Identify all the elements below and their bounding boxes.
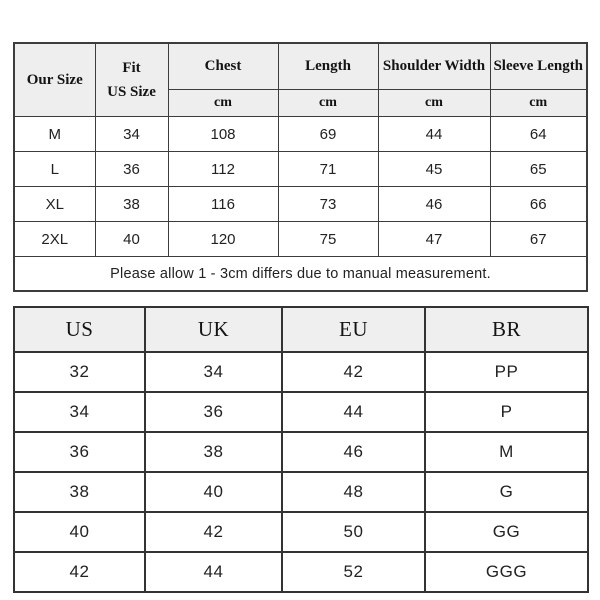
uk-cell: 44	[144, 551, 283, 593]
eu-cell: 42	[281, 351, 426, 393]
note-row: Please allow 1 - 3cm differs due to manu…	[13, 256, 588, 292]
table-row: XL 38 116 73 46 66	[13, 186, 588, 222]
size-cell: M	[13, 116, 96, 152]
fit-label: Fit	[122, 60, 141, 76]
us-cell: 38	[13, 471, 146, 513]
table-row: 32 34 42 PP	[13, 351, 589, 393]
sleeve-cell: 67	[489, 221, 588, 257]
length-unit: cm	[277, 89, 379, 117]
shoulder-cell: 44	[377, 116, 491, 152]
table-row: 36 38 46 M	[13, 431, 589, 473]
chest-header: Chest	[167, 42, 279, 90]
length-cell: 69	[277, 116, 379, 152]
table-row: 38 40 48 G	[13, 471, 589, 513]
uk-cell: 34	[144, 351, 283, 393]
fit-cell: 38	[94, 186, 169, 222]
sleeve-length-header: Sleeve Length	[489, 42, 588, 90]
shoulder-width-unit: cm	[377, 89, 491, 117]
table-row: 42 44 52 GGG	[13, 551, 589, 593]
sleeve-cell: 65	[489, 151, 588, 187]
eu-cell: 52	[281, 551, 426, 593]
us-cell: 36	[13, 431, 146, 473]
our-size-header: Our Size	[13, 42, 96, 117]
table-row: 40 42 50 GG	[13, 511, 589, 553]
br-cell: GG	[424, 511, 589, 553]
us-size-label: US Size	[107, 84, 156, 100]
uk-cell: 42	[144, 511, 283, 553]
size-cell: 2XL	[13, 221, 96, 257]
unit-row: cm cm cm cm	[14, 89, 588, 117]
fit-cell: 34	[94, 116, 169, 152]
us-column-header: US	[13, 306, 146, 353]
br-cell: P	[424, 391, 589, 433]
us-cell: 32	[13, 351, 146, 393]
sleeve-cell: 66	[489, 186, 588, 222]
size-cell: L	[13, 151, 96, 187]
shoulder-cell: 46	[377, 186, 491, 222]
eu-cell: 44	[281, 391, 426, 433]
table-row: 2XL 40 120 75 47 67	[13, 221, 588, 257]
chest-cell: 120	[167, 221, 279, 257]
sleeve-length-unit: cm	[489, 89, 588, 117]
uk-cell: 40	[144, 471, 283, 513]
us-cell: 34	[13, 391, 146, 433]
shoulder-width-header: Shoulder Width	[377, 42, 491, 90]
br-column-header: BR	[424, 306, 589, 353]
measurement-header-row: Our Size Fit US Size Chest Length Should…	[13, 42, 588, 117]
us-cell: 42	[13, 551, 146, 593]
table-row: 34 36 44 P	[13, 391, 589, 433]
fit-us-size-header: Fit US Size	[94, 42, 169, 117]
uk-column-header: UK	[144, 306, 283, 353]
table-row: L 36 112 71 45 65	[13, 151, 588, 187]
length-cell: 75	[277, 221, 379, 257]
eu-cell: 50	[281, 511, 426, 553]
fit-cell: 40	[94, 221, 169, 257]
sleeve-cell: 64	[489, 116, 588, 152]
shoulder-cell: 47	[377, 221, 491, 257]
chest-cell: 112	[167, 151, 279, 187]
br-cell: G	[424, 471, 589, 513]
uk-cell: 36	[144, 391, 283, 433]
measurement-note: Please allow 1 - 3cm differs due to manu…	[13, 256, 588, 292]
measurement-table: Our Size Fit US Size Chest Length Should…	[13, 42, 588, 292]
eu-cell: 46	[281, 431, 426, 473]
shoulder-cell: 45	[377, 151, 491, 187]
eu-cell: 48	[281, 471, 426, 513]
br-cell: PP	[424, 351, 589, 393]
us-cell: 40	[13, 511, 146, 553]
br-cell: M	[424, 431, 589, 473]
length-header: Length	[277, 42, 379, 90]
table-row: M 34 108 69 44 64	[13, 116, 588, 152]
eu-column-header: EU	[281, 306, 426, 353]
length-cell: 71	[277, 151, 379, 187]
chest-unit: cm	[167, 89, 279, 117]
uk-cell: 38	[144, 431, 283, 473]
chest-cell: 116	[167, 186, 279, 222]
length-cell: 73	[277, 186, 379, 222]
conversion-header-row: US UK EU BR	[13, 306, 589, 353]
chest-cell: 108	[167, 116, 279, 152]
br-cell: GGG	[424, 551, 589, 593]
fit-cell: 36	[94, 151, 169, 187]
size-cell: XL	[13, 186, 96, 222]
conversion-table: US UK EU BR 32 34 42 PP 34 36 44 P 36 38…	[13, 306, 589, 593]
